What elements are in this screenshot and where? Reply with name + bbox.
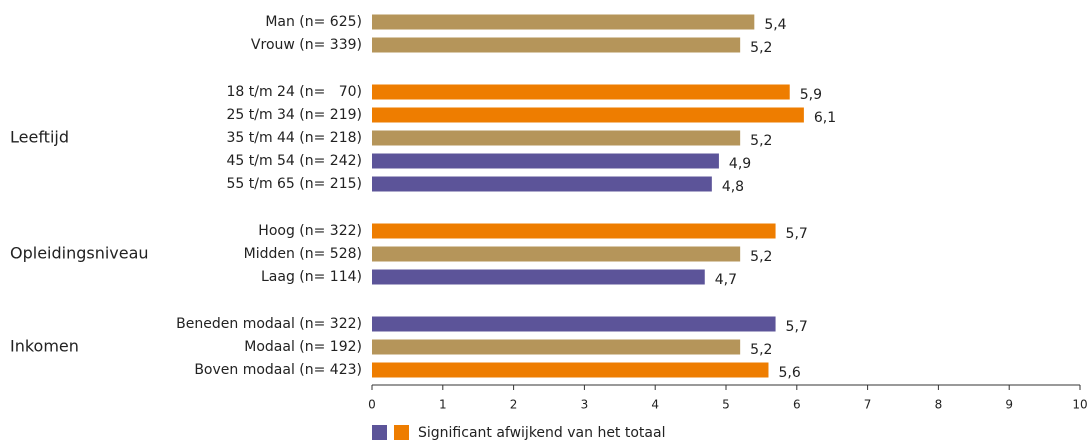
x-tick-label: 8: [935, 398, 943, 412]
group-label: Leeftijd: [10, 128, 69, 147]
value-label: 5,9: [800, 87, 822, 103]
x-tick-label: 4: [651, 398, 659, 412]
bar: [372, 14, 755, 30]
category-label: Laag (n= 114): [261, 269, 362, 285]
category-label: Hoog (n= 322): [258, 223, 362, 239]
x-tick-label: 6: [793, 398, 801, 412]
category-label: Midden (n= 528): [244, 246, 362, 262]
group-label: Inkomen: [10, 337, 79, 356]
x-tick-label: 9: [1005, 398, 1013, 412]
category-label: Vrouw (n= 339): [251, 37, 362, 53]
group-label: Opleidingsniveau: [10, 244, 149, 263]
bar: [372, 176, 712, 192]
bar: [372, 130, 741, 146]
category-label: Boven modaal (n= 423): [194, 362, 362, 378]
value-label: 5,2: [750, 249, 772, 265]
bar: [372, 269, 705, 285]
value-label: 5,6: [778, 365, 800, 381]
bar: [372, 107, 804, 123]
bar: [372, 84, 790, 100]
bar: [372, 339, 741, 355]
x-tick-label: 0: [368, 398, 376, 412]
category-label: 25 t/m 34 (n= 219): [226, 107, 362, 123]
value-label: 6,1: [814, 110, 836, 126]
value-label: 4,9: [729, 156, 751, 172]
value-label: 4,8: [722, 179, 744, 195]
bar: [372, 153, 719, 169]
category-label: Modaal (n= 192): [244, 339, 362, 355]
category-label: 55 t/m 65 (n= 215): [226, 176, 362, 192]
x-tick-label: 3: [581, 398, 589, 412]
bar: [372, 316, 776, 332]
category-label: 18 t/m 24 (n= 70): [226, 84, 362, 100]
category-label: Man (n= 625): [265, 14, 362, 30]
value-label: 5,4: [764, 17, 786, 33]
bar: [372, 223, 776, 239]
x-tick-label: 2: [510, 398, 518, 412]
legend-swatch: [372, 425, 387, 440]
bar: [372, 246, 741, 262]
category-label: 35 t/m 44 (n= 218): [226, 130, 362, 146]
legend-swatch: [394, 425, 409, 440]
value-label: 5,7: [786, 319, 808, 335]
value-label: 4,7: [715, 272, 737, 288]
bar: [372, 362, 769, 378]
category-label: 45 t/m 54 (n= 242): [226, 153, 362, 169]
x-tick-label: 5: [722, 398, 730, 412]
value-label: 5,7: [786, 226, 808, 242]
value-label: 5,2: [750, 342, 772, 358]
bar: [372, 37, 741, 53]
value-label: 5,2: [750, 40, 772, 56]
value-label: 5,2: [750, 133, 772, 149]
x-tick-label: 10: [1072, 398, 1087, 412]
x-tick-label: 7: [864, 398, 872, 412]
x-tick-label: 1: [439, 398, 447, 412]
legend-label: Significant afwijkend van het totaal: [418, 425, 665, 441]
category-label: Beneden modaal (n= 322): [176, 316, 362, 332]
